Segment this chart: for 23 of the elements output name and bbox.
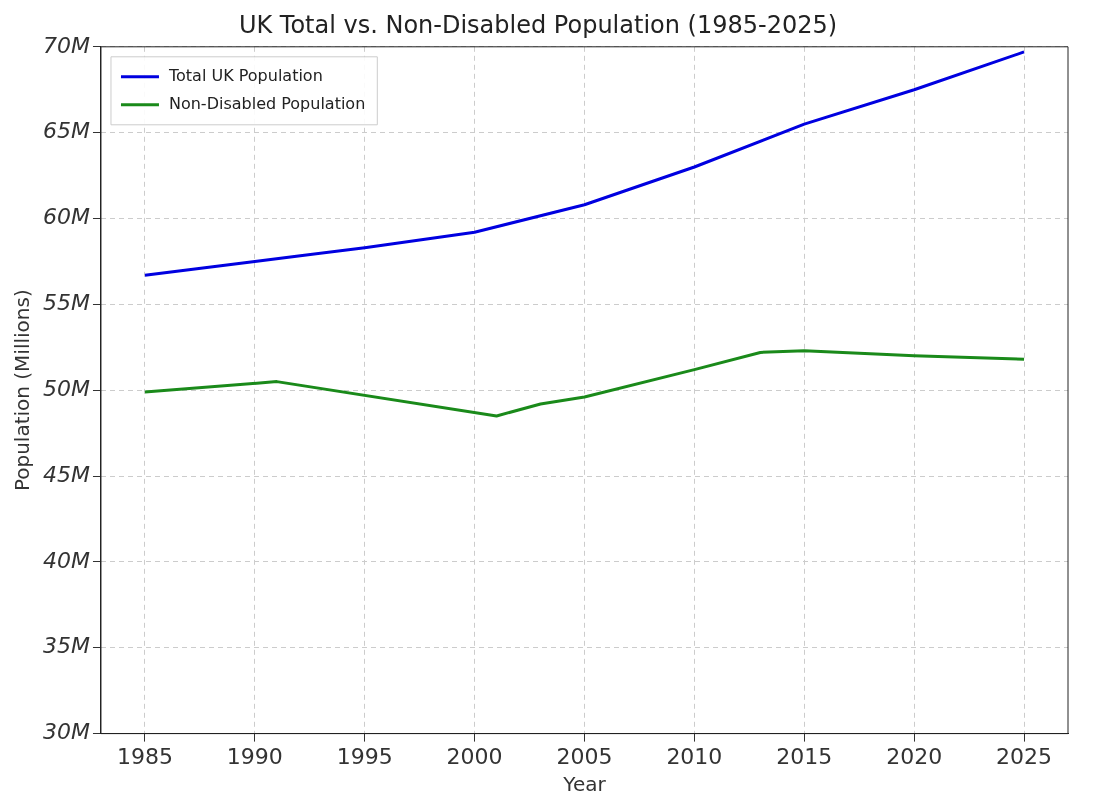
x-tick-label: 2010 (666, 743, 723, 769)
x-tick-label: 2015 (776, 743, 833, 769)
x-tick-label: 2020 (886, 743, 943, 769)
y-tick-label: 60M (42, 204, 90, 230)
x-tick-label: 1995 (336, 743, 393, 769)
x-tick-label: 2000 (446, 743, 503, 769)
legend-label: Total UK Population (167, 65, 323, 85)
y-tick-label: 50M (42, 375, 90, 401)
y-axis-title: Population (Millions) (10, 289, 35, 492)
legend-label: Non-Disabled Population (168, 93, 366, 113)
y-tick-label: 45M (42, 461, 90, 487)
y-tick-label: 70M (42, 32, 90, 58)
y-tick-label: 40M (42, 547, 90, 573)
y-tick-label: 55M (42, 290, 90, 316)
x-tick-label: 2025 (996, 743, 1053, 769)
y-tick-label: 35M (42, 633, 90, 659)
chart-title: UK Total vs. Non-Disabled Population (1985-2025) (238, 10, 838, 39)
y-tick-label: 30M (42, 719, 90, 745)
x-axis-title: Year (562, 772, 607, 797)
x-tick-label: 1990 (226, 743, 283, 769)
y-tick-label: 65M (42, 118, 90, 144)
x-tick-label: 2005 (556, 743, 613, 769)
x-tick-label: 1985 (116, 743, 173, 769)
